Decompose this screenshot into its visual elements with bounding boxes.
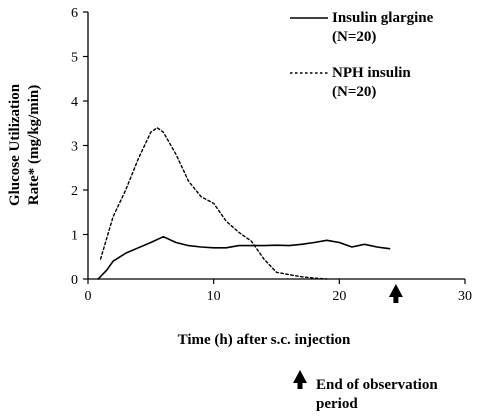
end-marker-arrow xyxy=(388,284,403,297)
y-tick-label: 0 xyxy=(71,273,78,288)
x-axis-title: Time (h) after s.c. injection xyxy=(178,332,351,348)
y-tick-label: 5 xyxy=(71,51,78,66)
series-line-0 xyxy=(97,235,391,280)
y-tick-label: 3 xyxy=(71,140,78,155)
y-axis-title: Glucose Utilization xyxy=(7,83,23,206)
y-tick-label: 4 xyxy=(71,95,78,110)
y-tick-label: 1 xyxy=(71,229,78,244)
series-layer xyxy=(97,126,391,280)
end-observation-label: period xyxy=(316,396,358,412)
legend-label: Insulin glargine xyxy=(332,10,434,26)
legend: Insulin glargine (N=20) NPH insulin (N=20) xyxy=(290,10,434,100)
note-arrow-stem xyxy=(297,382,303,389)
note-arrow xyxy=(293,370,307,383)
annotation: End of observation period xyxy=(293,284,438,412)
axes: 0 1 2 3 4 5 6 0 10 20 30 Glucose Utilization Rate* (… xyxy=(7,6,472,348)
x-tick-label: 0 xyxy=(85,289,92,304)
x-tick-label: 20 xyxy=(332,289,346,304)
legend-label: (N=20) xyxy=(332,29,376,45)
series-line-1 xyxy=(99,126,328,280)
x-tick-label: 30 xyxy=(458,289,472,304)
y-tick-label: 6 xyxy=(71,6,78,21)
x-tick-label: 10 xyxy=(207,289,221,304)
end-marker-arrow-stem xyxy=(393,296,399,303)
legend-label: NPH insulin xyxy=(332,65,411,81)
y-tick-label: 2 xyxy=(71,184,78,199)
end-observation-label: End of observation xyxy=(316,377,438,393)
y-axis-title: Rate* (mg/kg/min) xyxy=(26,85,42,205)
legend-label: (N=20) xyxy=(332,84,376,100)
